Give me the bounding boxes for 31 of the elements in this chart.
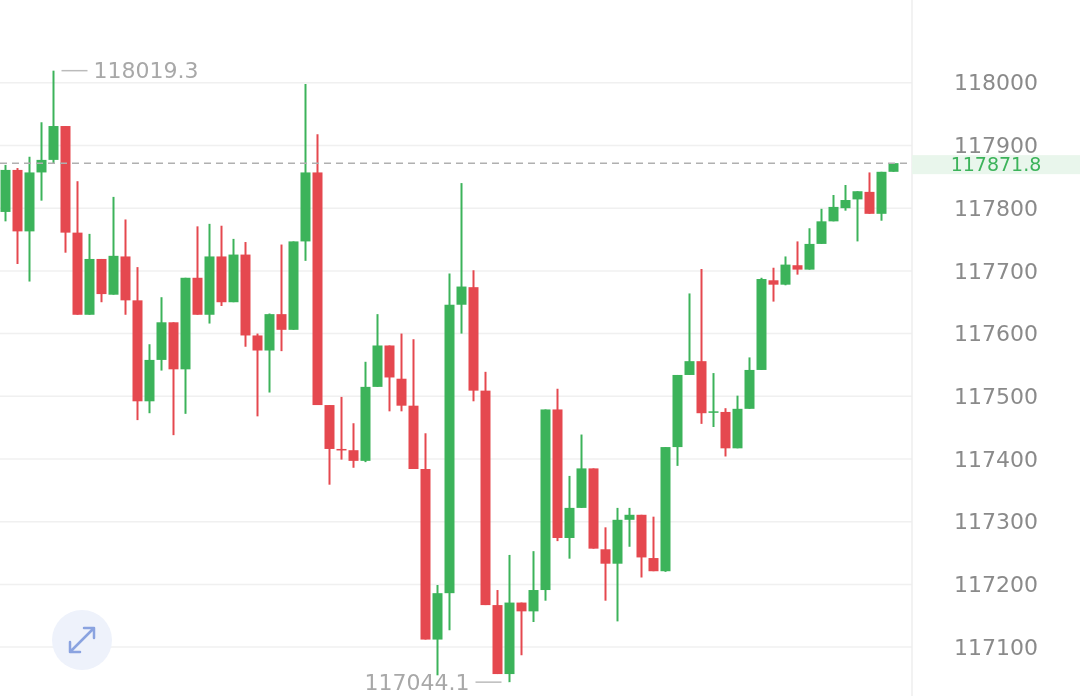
candlestick	[708, 372, 719, 429]
candlestick	[528, 550, 539, 624]
y-tick-label: 117200	[954, 572, 1038, 598]
annotation: 117044.1	[364, 669, 470, 695]
candlestick	[852, 190, 863, 243]
candlestick	[792, 240, 803, 276]
y-tick-label: 117100	[954, 634, 1038, 660]
y-tick-label: 117400	[954, 446, 1038, 472]
y-tick-label: 117600	[954, 321, 1038, 347]
y-tick-label: 117500	[954, 383, 1038, 409]
candlestick	[252, 332, 263, 418]
candlestick	[600, 526, 611, 602]
candlestick	[456, 182, 467, 335]
candlestick	[864, 171, 875, 215]
candlestick	[348, 422, 359, 469]
ref-line-label: 117871.8	[950, 152, 1042, 175]
candlestick	[816, 207, 827, 245]
candlestick	[768, 266, 779, 303]
y-tick-label: 117700	[954, 258, 1038, 284]
candlestick	[276, 243, 287, 353]
candlestick	[828, 194, 839, 223]
y-tick-label: 117800	[954, 195, 1038, 221]
candlestick	[516, 601, 527, 657]
candlestick	[840, 183, 851, 212]
candlestick	[624, 506, 635, 548]
candlestick	[780, 255, 791, 287]
candlestick	[684, 292, 695, 376]
y-tick-label: 117300	[954, 509, 1038, 535]
annotation: 118019.3	[93, 58, 199, 84]
candlestick	[648, 515, 659, 573]
y-tick-label: 118000	[954, 70, 1038, 96]
